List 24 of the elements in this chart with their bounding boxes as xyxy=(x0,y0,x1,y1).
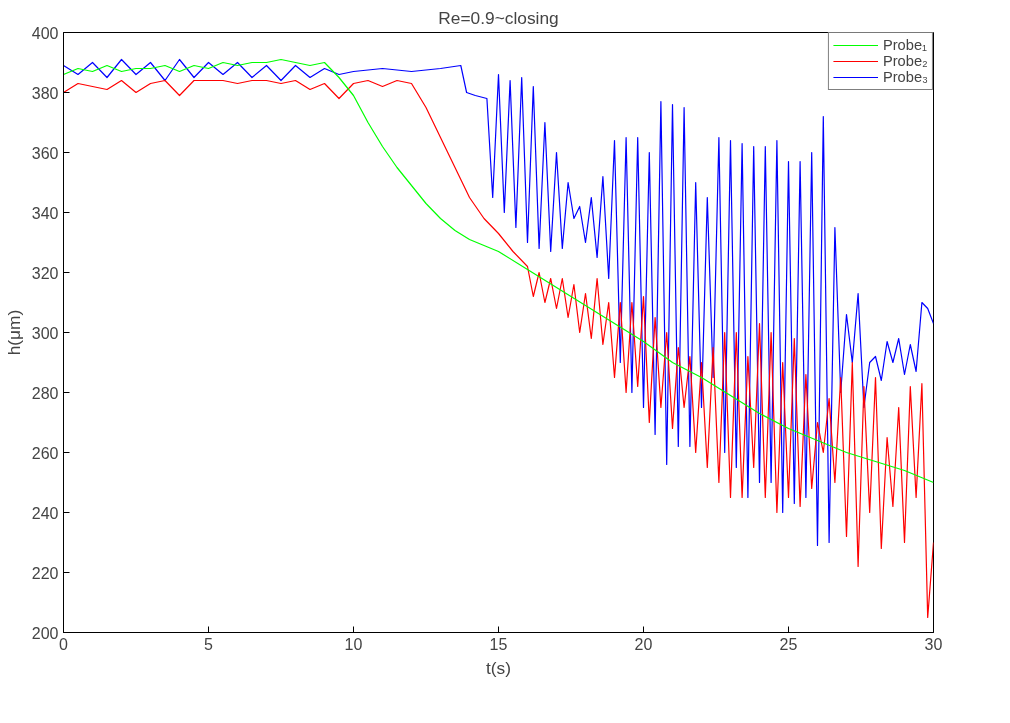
y-tick-label: 320 xyxy=(31,264,59,282)
y-tick-label: 400 xyxy=(31,24,59,42)
y-tick-label: 360 xyxy=(31,144,59,162)
x-tick-label: 0 xyxy=(59,635,69,653)
y-tick-label: 380 xyxy=(31,84,59,102)
y-tick-label: 300 xyxy=(31,324,59,342)
legend-label: Probe₁ xyxy=(882,37,927,53)
y-tick-label: 280 xyxy=(31,384,59,402)
x-tick-label: 20 xyxy=(634,635,653,653)
x-tick-label: 5 xyxy=(204,635,214,653)
x-tick-label: 15 xyxy=(489,635,508,653)
legend-label: Probe₃ xyxy=(882,69,928,85)
y-tick-label: 220 xyxy=(31,564,59,582)
x-axis-title: t(s) xyxy=(485,657,512,678)
y-tick-label: 240 xyxy=(31,504,59,522)
y-tick-label: 340 xyxy=(31,204,59,222)
x-tick-label: 25 xyxy=(779,635,798,653)
x-tick-label: 10 xyxy=(344,635,363,653)
chart-title: Re=0.9~closing xyxy=(438,7,559,28)
y-tick-label: 200 xyxy=(31,624,59,642)
legend-label: Probe₂ xyxy=(882,53,928,69)
x-tick-label: 30 xyxy=(924,635,943,653)
y-tick-label: 260 xyxy=(31,444,59,462)
y-axis-title: h(μm) xyxy=(3,309,24,356)
